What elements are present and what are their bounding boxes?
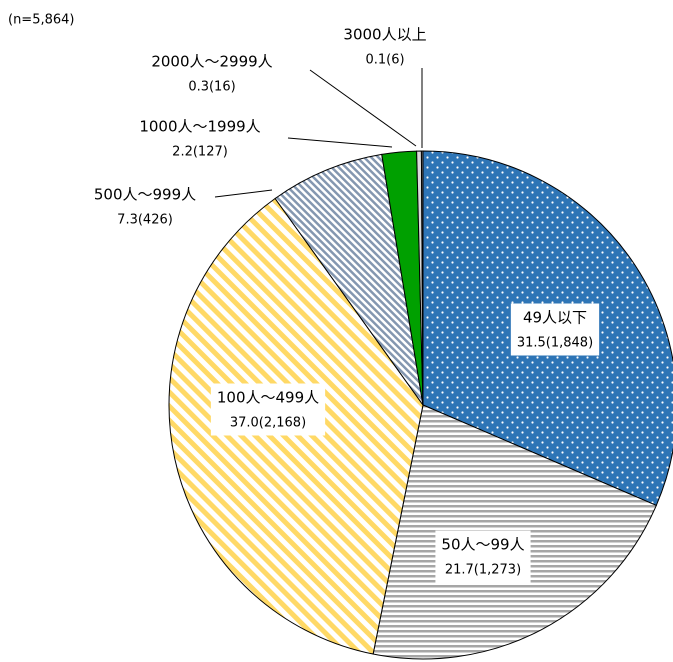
- slice-label: 50人～99人: [441, 536, 524, 554]
- slice-label: 49人以下: [523, 309, 587, 327]
- chart-subtitle: (n=5,864): [8, 13, 75, 28]
- slice-label: 1000人～1999人: [139, 118, 260, 136]
- slice-label: 500人～999人: [94, 186, 196, 204]
- slice-label: 3000人以上: [343, 26, 426, 44]
- value-label: 37.0(2,168): [230, 416, 306, 431]
- value-label: 0.3(16): [188, 80, 235, 95]
- value-label: 2.2(127): [172, 145, 228, 160]
- slice-label: 2000人～2999人: [151, 53, 272, 71]
- pie-slice: [274, 153, 424, 406]
- label-box: [510, 303, 600, 356]
- leader-line: [309, 69, 417, 147]
- label-box: [210, 383, 326, 436]
- leader-line: [287, 137, 393, 148]
- leader-line: [214, 189, 273, 198]
- slice-label: 100人～499人: [217, 389, 319, 407]
- value-label: 0.1(6): [365, 53, 404, 68]
- pie-slice: [420, 150, 424, 406]
- value-label: 7.3(426): [117, 213, 173, 228]
- label-box: [435, 530, 531, 583]
- value-label: 31.5(1,848): [517, 336, 593, 351]
- value-label: 21.7(1,273): [445, 563, 521, 578]
